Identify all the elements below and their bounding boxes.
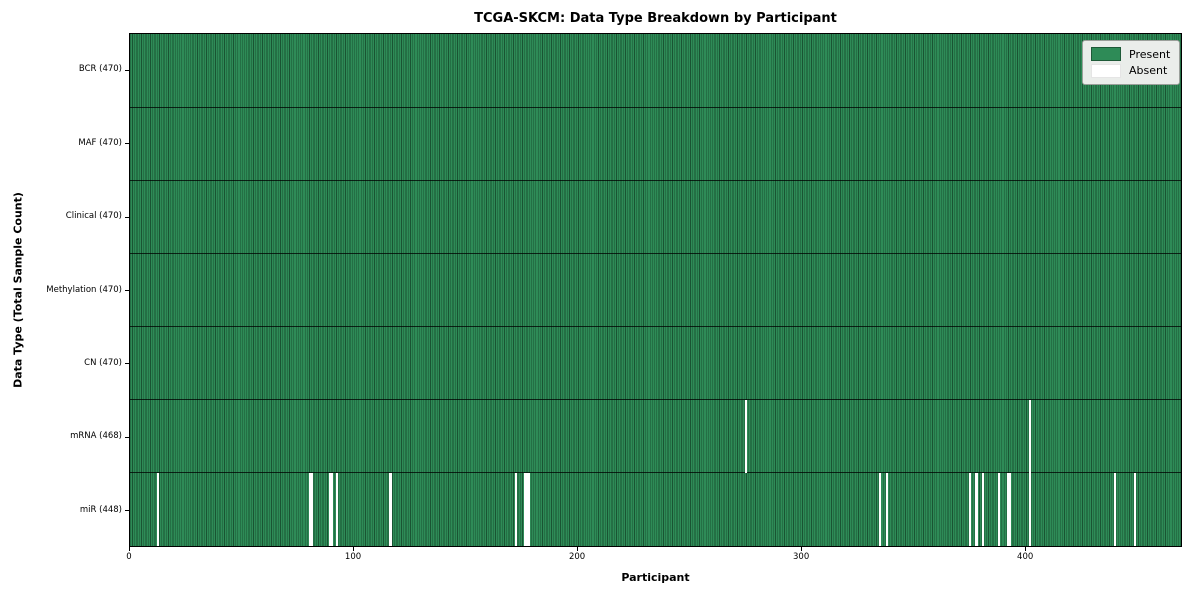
absent-cell-miR-81 <box>311 472 314 546</box>
row-separator <box>130 472 1181 474</box>
absent-cell-miR-381 <box>981 472 985 546</box>
x-axis-label: Participant <box>621 571 690 584</box>
heatmap-row-Methylation <box>130 253 1181 327</box>
absent-cell-miR-172 <box>514 472 517 546</box>
y-tick-mark <box>125 143 129 145</box>
x-tick-label-400: 400 <box>1017 552 1034 562</box>
chart-title: TCGA-SKCM: Data Type Breakdown by Partic… <box>474 11 837 26</box>
absent-cell-miR-378 <box>975 472 978 546</box>
x-tick-label-100: 100 <box>344 552 362 562</box>
y-tick-mark <box>125 363 129 365</box>
x-tick-label-200: 200 <box>568 552 586 562</box>
absent-cell-mRNA-275 <box>744 399 748 473</box>
y-tick-mark <box>125 290 129 291</box>
x-tick-label-300: 300 <box>793 552 810 562</box>
absent-cell-miR-335 <box>879 472 882 546</box>
absent-cell-miR-392 <box>1006 472 1009 546</box>
y-tick-label-Clinical: Clinical (470) <box>65 211 122 222</box>
absent-cell-miR-177 <box>525 472 529 546</box>
legend-swatch-absent-icon <box>1091 63 1121 78</box>
x-tick-mark <box>1025 547 1027 551</box>
absent-cell-miR-375 <box>968 472 971 546</box>
absent-cell-miR-89 <box>329 472 332 546</box>
absent-cell-miR-402 <box>1028 472 1032 546</box>
y-tick-mark <box>125 69 129 71</box>
legend-swatch-present-icon <box>1091 47 1121 62</box>
legend: Present Absent <box>1082 40 1180 85</box>
absent-cell-miR-388 <box>997 472 1000 546</box>
legend-entry-present: Present <box>1091 47 1171 62</box>
y-tick-label-CN: CN (470) <box>84 357 122 368</box>
y-tick-label-Methylation: Methylation (470) <box>46 284 122 295</box>
y-tick-label-BCR: BCR (470) <box>78 64 122 75</box>
plot-area <box>129 33 1182 547</box>
row-separator <box>130 179 1181 181</box>
x-tick-mark <box>353 547 355 551</box>
absent-cell-miR-116 <box>389 472 392 546</box>
x-tick-mark <box>577 547 579 551</box>
absent-cell-miR-393 <box>1008 472 1012 546</box>
legend-label-absent: Absent <box>1129 64 1168 78</box>
absent-cell-miR-449 <box>1134 472 1137 546</box>
x-tick-mark <box>129 547 130 551</box>
legend-entry-absent: Absent <box>1091 63 1171 78</box>
absent-cell-miR-92 <box>335 472 338 546</box>
y-tick-mark <box>125 510 129 512</box>
row-separator <box>130 106 1181 108</box>
heatmap-row-BCR <box>130 34 1181 108</box>
x-tick-label-0: 0 <box>126 552 132 562</box>
heatmap-row-mRNA <box>130 399 1181 473</box>
absent-cell-miR-90 <box>331 472 334 546</box>
absent-cell-miR-176 <box>523 472 526 546</box>
legend-label-present: Present <box>1129 47 1171 61</box>
absent-cell-mRNA-402 <box>1028 399 1032 473</box>
absent-cell-miR-178 <box>528 472 531 546</box>
y-tick-mark <box>125 216 129 218</box>
row-separator <box>130 252 1181 254</box>
y-tick-label-MAF: MAF (470) <box>78 137 122 148</box>
y-tick-label-miR: miR (448) <box>79 504 122 515</box>
absent-cell-miR-338 <box>885 472 889 546</box>
row-separator <box>130 326 1181 328</box>
absent-cell-miR-440 <box>1113 472 1117 546</box>
heatmap-row-miR <box>130 472 1181 546</box>
y-tick-mark <box>125 436 129 438</box>
x-tick-mark <box>801 547 803 551</box>
absent-cell-miR-80 <box>308 472 312 546</box>
row-separator <box>130 399 1181 401</box>
absent-cell-miR-12 <box>156 472 160 546</box>
heatmap-row-CN <box>130 326 1181 400</box>
heatmap-row-MAF <box>130 107 1181 181</box>
heatmap-row-Clinical <box>130 180 1181 254</box>
y-tick-label-mRNA: mRNA (468) <box>70 431 122 442</box>
